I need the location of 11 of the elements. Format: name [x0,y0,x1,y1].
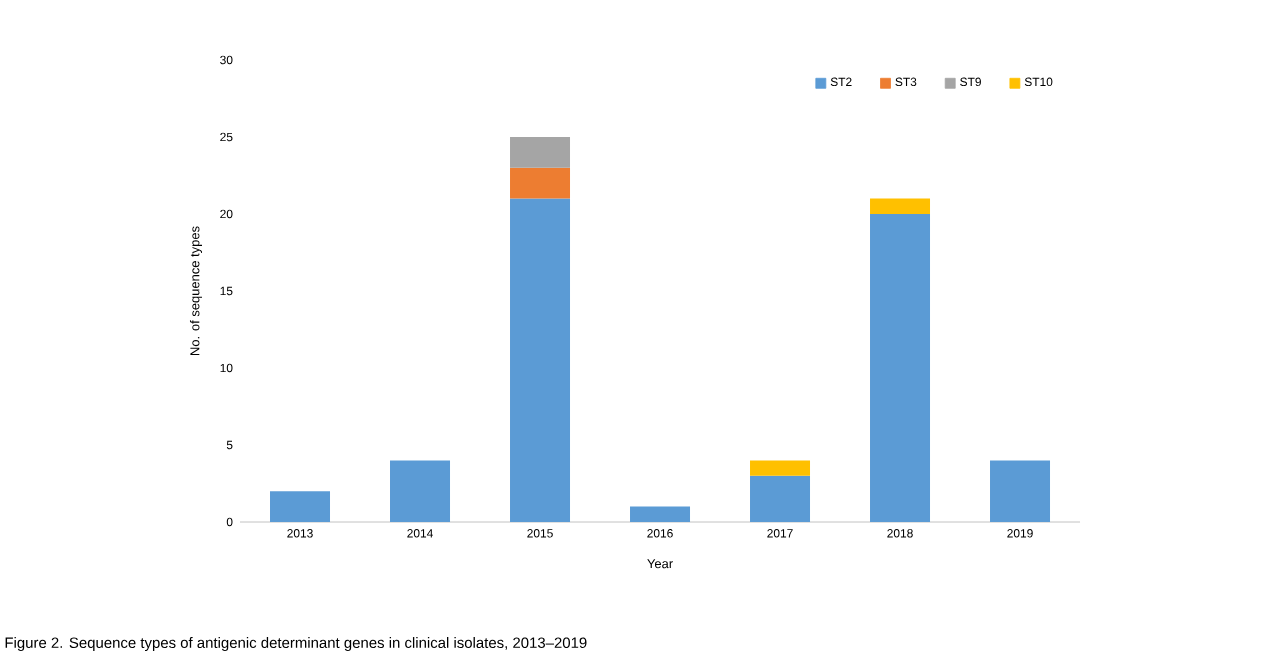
bar [510,198,571,522]
bar [750,475,811,522]
bar [510,137,571,168]
bar [390,460,451,522]
bar [870,214,931,522]
bar [510,167,571,199]
bar [990,460,1051,522]
bar [750,460,811,476]
bar [630,506,691,522]
bar [870,198,931,214]
bar [270,491,331,522]
